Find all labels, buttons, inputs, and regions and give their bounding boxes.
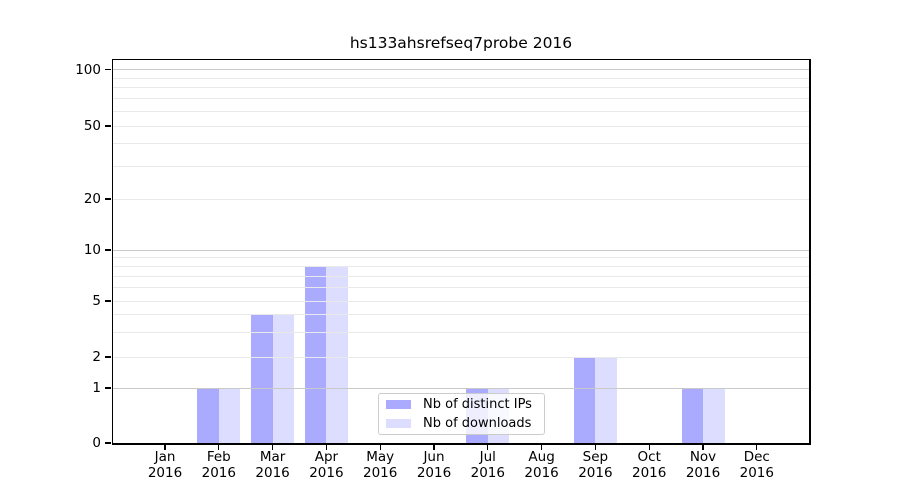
bar-downloads — [272, 314, 295, 443]
y-axis-tick — [104, 300, 111, 302]
gridline-minor — [113, 300, 809, 302]
x-axis-tick — [540, 444, 543, 450]
y-axis-tick-label: 100 — [75, 61, 101, 78]
y-axis-tick — [104, 198, 111, 200]
y-axis-tick — [104, 249, 111, 251]
gridline-minor — [113, 110, 809, 112]
bar-downloads — [326, 266, 348, 443]
x-axis-tick-label: May 2016 — [363, 449, 398, 481]
y-axis-tick-label: 5 — [92, 293, 101, 309]
gridline-minor — [113, 287, 809, 289]
bar-distinct-ips — [251, 314, 273, 443]
x-axis-tick-label: Aug 2016 — [524, 449, 559, 481]
x-axis-tick-label: Feb 2016 — [201, 449, 236, 481]
plot-spine-top — [111, 58, 811, 60]
y-axis-tick-label: 2 — [92, 349, 101, 365]
legend-item: Nb of distinct IPs — [386, 397, 536, 413]
legend: Nb of distinct IPs Nb of downloads — [378, 393, 545, 435]
gridline-minor — [113, 143, 809, 145]
chart-title: hs133ahsrefseq7probe 2016 — [349, 34, 573, 52]
x-axis-tick — [648, 444, 650, 450]
gridline-minor — [113, 331, 809, 333]
plot-spine-right — [809, 58, 811, 445]
gridline-minor — [113, 356, 809, 358]
x-axis-tick-label: Jul 2016 — [470, 449, 505, 481]
bar-distinct-ips — [573, 357, 596, 443]
gridline-minor — [113, 87, 809, 89]
x-axis-tick — [756, 444, 758, 450]
gridline-minor — [113, 265, 809, 267]
x-axis-line — [111, 443, 811, 445]
gridline-minor — [113, 166, 809, 168]
x-axis-tick-label: Jan 2016 — [147, 449, 183, 481]
bar-downloads — [595, 357, 617, 443]
y-axis-line — [111, 58, 113, 445]
bar-downloads — [703, 388, 725, 443]
x-axis-tick — [271, 444, 274, 450]
gridline-minor — [113, 314, 809, 316]
x-axis-tick-label: Mar 2016 — [255, 449, 290, 481]
y-axis-tick-label: 20 — [83, 191, 101, 207]
x-axis-tick-label: Apr 2016 — [309, 449, 344, 481]
x-axis-tick — [594, 444, 597, 450]
x-axis-tick-label: Oct 2016 — [632, 449, 667, 481]
x-axis-tick-label: Jun 2016 — [416, 449, 452, 481]
x-axis-tick — [379, 444, 381, 450]
y-axis-tick — [104, 387, 111, 389]
x-axis-tick — [433, 444, 435, 450]
x-axis-tick-label: Nov 2016 — [685, 449, 721, 481]
x-axis-tick-label: Sep 2016 — [578, 449, 613, 481]
bar-distinct-ips — [197, 388, 219, 443]
x-axis-tick — [218, 444, 220, 450]
y-axis-tick — [104, 125, 111, 127]
bar-distinct-ips — [304, 266, 327, 443]
gridline-minor — [113, 198, 809, 200]
gridline-minor — [113, 257, 809, 259]
gridline-minor — [113, 275, 809, 277]
y-axis-tick-label: 10 — [83, 242, 101, 258]
x-axis-tick — [164, 444, 166, 450]
y-axis-tick-label: 50 — [83, 118, 101, 134]
x-axis-tick-label: Dec 2016 — [739, 449, 774, 481]
gridline-major — [113, 249, 809, 251]
legend-item: Nb of downloads — [386, 416, 536, 432]
legend-label: Nb of downloads — [423, 415, 532, 431]
y-axis-tick — [104, 68, 111, 71]
bar-distinct-ips — [681, 388, 703, 443]
x-axis-tick — [325, 444, 328, 450]
legend-label: Nb of distinct IPs — [423, 396, 532, 412]
bar-downloads — [218, 388, 241, 443]
gridline-major — [113, 69, 809, 70]
x-axis-tick — [487, 444, 489, 450]
gridline-minor — [113, 98, 809, 100]
gridline-minor — [113, 125, 809, 127]
y-axis-tick-label: 1 — [92, 380, 101, 396]
y-axis-tick-label: 0 — [92, 435, 101, 451]
y-axis-tick — [104, 356, 111, 358]
x-axis-tick — [702, 444, 704, 450]
legend-swatch-downloads — [386, 419, 411, 428]
plot-area: Nb of distinct IPs Nb of downloads 0 1 2 5 1… — [75, 58, 811, 480]
legend-swatch-distinct-ips — [386, 400, 411, 409]
gridline-major — [113, 387, 809, 389]
y-axis-tick — [104, 442, 111, 444]
gridline-minor — [113, 77, 809, 79]
